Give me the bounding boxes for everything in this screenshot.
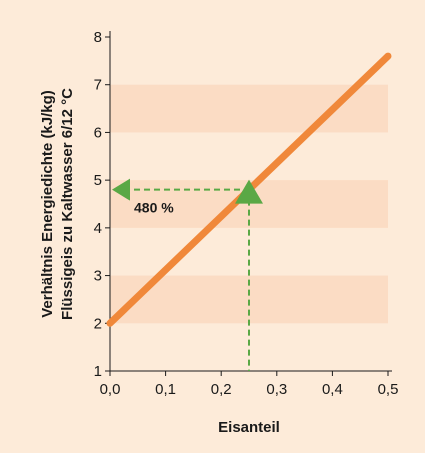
y-tick-label: 1 bbox=[94, 363, 102, 380]
y-tick-label: 8 bbox=[94, 29, 102, 46]
y-tick-label: 2 bbox=[94, 315, 102, 332]
x-tick-label: 0,5 bbox=[378, 381, 399, 398]
arrow-left-icon bbox=[112, 178, 130, 201]
y-tick-label: 3 bbox=[94, 268, 102, 285]
x-tick-label: 0,1 bbox=[155, 381, 176, 398]
x-tick-label: 0,0 bbox=[100, 381, 121, 398]
x-axis-title: Eisanteil bbox=[218, 419, 280, 436]
y-tick-label: 6 bbox=[94, 124, 102, 141]
y-tick-label: 4 bbox=[94, 220, 102, 237]
y-axis-title-line1: Verhältnis Energiedichte (kJ/kg) bbox=[39, 90, 56, 318]
y-tick-label: 7 bbox=[94, 77, 102, 94]
grid-band bbox=[110, 84, 388, 133]
x-tick-label: 0,3 bbox=[266, 381, 287, 398]
x-tick-label: 0,2 bbox=[211, 381, 232, 398]
x-tick-label: 0,4 bbox=[322, 381, 343, 398]
arrow-up-icon bbox=[235, 179, 263, 204]
annotation-label: 480 % bbox=[134, 200, 174, 216]
y-tick-label: 5 bbox=[94, 172, 102, 189]
y-axis-title-line2: Flüssigeis zu Kaltwasser 6/12 °C bbox=[59, 88, 76, 320]
